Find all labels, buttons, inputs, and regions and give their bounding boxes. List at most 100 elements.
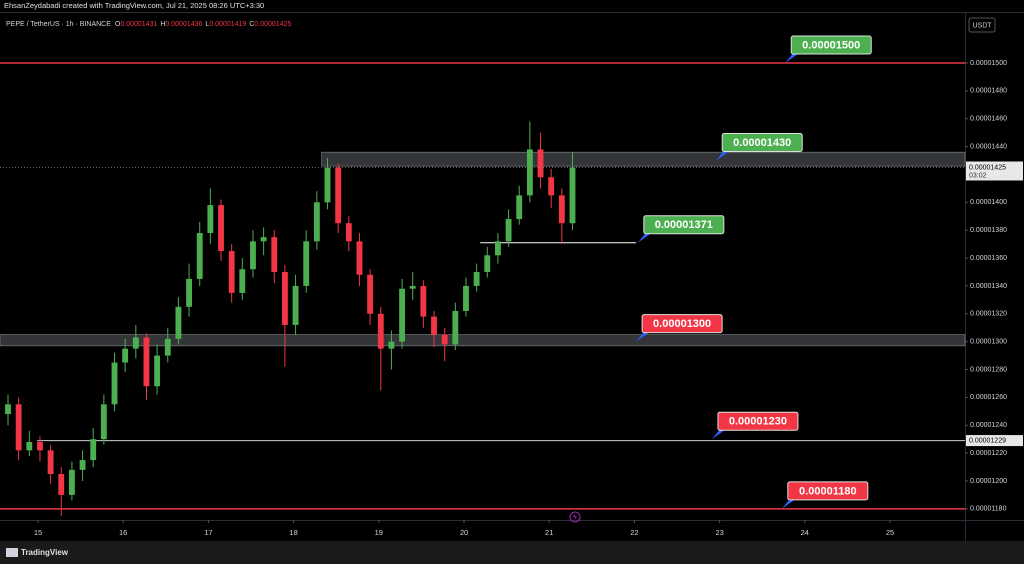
candle-body	[473, 271, 480, 286]
zone	[321, 151, 966, 167]
callout-label: 0.00001430	[733, 137, 791, 149]
candle-body	[90, 439, 97, 461]
callout-pointer	[716, 150, 731, 161]
candle-body	[335, 167, 342, 224]
zone	[0, 334, 966, 347]
candle-body	[68, 469, 75, 495]
symbol-name: PEPE / TetherUS · 1h · BINANCE	[6, 21, 111, 28]
event-icon[interactable]	[569, 511, 581, 523]
x-tick-label: 16	[119, 528, 127, 537]
ohlc-o: O	[115, 21, 121, 28]
y-tick-label: 0.00001400	[970, 199, 1007, 206]
candle-body	[143, 337, 150, 387]
ohlc-c-value: 0.00001425	[254, 21, 291, 28]
ohlc-h: H	[160, 21, 165, 28]
y-tick-label: 0.00001240	[970, 422, 1007, 429]
currency-box[interactable]	[968, 17, 996, 33]
candle-body	[5, 404, 11, 415]
candle-body	[356, 241, 363, 275]
candle-body	[494, 241, 501, 256]
callout-pointer	[781, 498, 796, 509]
callout-pointer	[711, 429, 726, 440]
candle-body	[186, 278, 192, 307]
y-tick-label: 0.00001300	[970, 339, 1007, 346]
y-tick-label: 0.00001500	[970, 60, 1007, 67]
symbol: PEPE / TetherUS · 1h · BINANCE O0.0000143…	[6, 21, 291, 28]
brand: TradingView	[21, 548, 69, 557]
candle-body	[111, 362, 118, 405]
candle-body	[569, 167, 576, 224]
candle-body	[516, 195, 523, 220]
y-tick-label: 0.00001340	[970, 283, 1007, 290]
candle-body	[388, 341, 395, 349]
callout-box	[787, 481, 869, 501]
candle-body	[79, 460, 86, 470]
candle-body	[175, 306, 182, 339]
ohlc-l: L	[205, 21, 209, 28]
candle-body	[154, 355, 161, 387]
y-tick-label: 0.00001220	[970, 450, 1007, 457]
candle-body	[409, 285, 416, 289]
x-tick-label: 20	[460, 528, 468, 537]
event-icon-bolt	[573, 514, 577, 520]
candle-body	[548, 177, 555, 196]
callout-label: 0.00001300	[653, 318, 711, 330]
y-tick-label: 0.00001360	[970, 255, 1007, 262]
axis-price-box	[966, 435, 1023, 447]
x-tick-label: 22	[630, 528, 638, 537]
candle-body	[281, 271, 288, 325]
x-tick-label: 15	[34, 528, 42, 537]
y-tick-label: 0.00001200	[970, 478, 1007, 485]
ohlc-o-value: 0.00001431	[120, 21, 157, 28]
axis-price-label: 0.00001229	[969, 437, 1006, 444]
currency[interactable]: USDT	[972, 22, 992, 29]
y-tick-label: 0.00001180	[970, 506, 1007, 513]
ohlc-c: C	[249, 21, 254, 28]
callout-label: 0.00001180	[799, 485, 857, 497]
y-tick-label: 0.00001440	[970, 143, 1007, 150]
candle-body	[228, 251, 235, 293]
candle-body	[271, 237, 278, 272]
candle-body	[463, 285, 469, 312]
candle-body	[250, 241, 256, 270]
callout-box	[721, 133, 803, 153]
callout-box	[643, 215, 725, 235]
callout-label: 0.00001500	[802, 39, 860, 51]
candle-body	[122, 348, 129, 363]
candle-body	[526, 149, 533, 196]
brand-logo	[6, 548, 18, 557]
callout-label: 0.00001230	[729, 416, 787, 428]
candle-body	[377, 313, 384, 349]
callout-pointer	[636, 331, 651, 342]
candle-body	[452, 311, 459, 345]
y-tick-label: 0.00001320	[970, 311, 1007, 318]
candle-body	[313, 202, 320, 242]
candle-body	[292, 285, 299, 325]
candle-body	[431, 316, 437, 335]
candle-body	[303, 241, 310, 286]
x-tick-label: 17	[204, 528, 212, 537]
candle-body	[207, 205, 214, 233]
last-price-box	[966, 161, 1023, 181]
x-tick-label: 21	[545, 528, 553, 537]
footer-bar	[0, 541, 1024, 564]
candle-body	[26, 441, 33, 451]
candle-body	[260, 237, 267, 242]
callout-box	[717, 411, 799, 431]
y-tick-label: 0.00001460	[970, 116, 1007, 123]
candle-body	[37, 441, 43, 451]
callout-pointer	[637, 232, 652, 243]
y-tick-label: 0.00001380	[970, 227, 1007, 234]
candle-body	[100, 404, 107, 440]
candle-body	[47, 450, 54, 475]
y-tick-label: 0.00001260	[970, 394, 1007, 401]
last-price-label: 0.00001425	[969, 164, 1006, 171]
callout-label: 0.00001371	[655, 219, 713, 231]
callout-box	[641, 314, 723, 334]
candle-body	[239, 269, 246, 293]
ohlc-l-value: 0.00001419	[209, 21, 246, 28]
candle-body	[324, 167, 331, 203]
